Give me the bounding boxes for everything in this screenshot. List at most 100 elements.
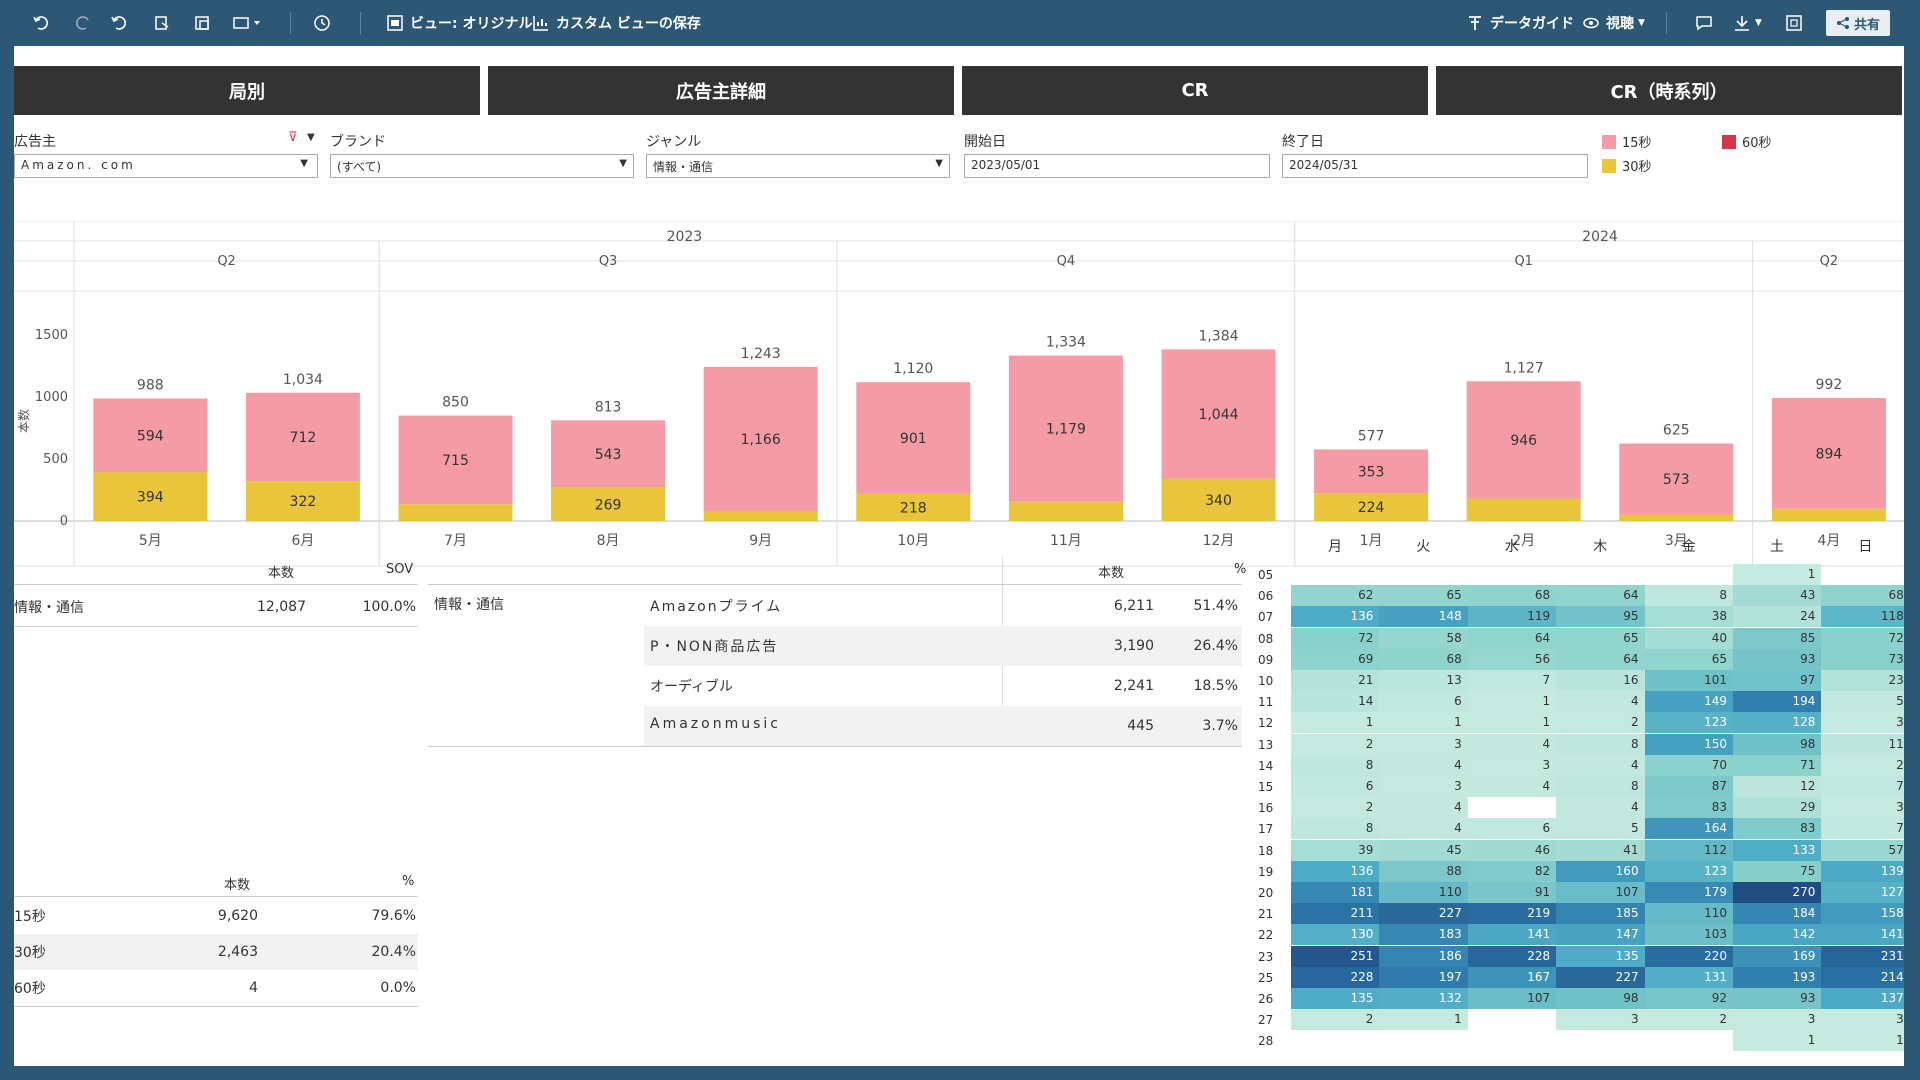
heatmap-cell[interactable]: 119 [1467,606,1557,628]
start-date-input[interactable]: 2023/05/01 [964,154,1270,178]
heatmap-cell[interactable]: 101 [1644,670,1733,691]
legend-item-60s[interactable]: 60秒 [1722,132,1772,151]
heatmap-cell[interactable]: 8 [1556,733,1645,755]
heatmap-cell[interactable]: 147 [1556,924,1645,946]
heatmap-cell[interactable]: 3 [1379,776,1468,797]
heatmap-cell[interactable]: 193 [1733,966,1822,988]
heatmap-cell[interactable]: 46 [1467,839,1557,861]
tab-by-station[interactable]: 局別 [14,66,480,115]
heatmap-cell[interactable]: 6 [1379,691,1468,713]
heatmap-cell[interactable]: 136 [1291,860,1380,882]
heatmap-cell[interactable]: 158 [1821,903,1904,925]
heatmap-cell[interactable]: 14 [1291,691,1380,713]
heatmap-cell[interactable]: 65 [1379,585,1468,607]
heatmap-cell[interactable]: 83 [1644,797,1733,819]
heatmap-cell[interactable]: 2 [1821,754,1904,776]
heatmap-cell[interactable]: 7 [1821,818,1904,840]
heatmap-cell[interactable]: 62 [1291,585,1380,607]
heatmap-cell[interactable]: 2 [1556,712,1645,734]
heatmap-cell[interactable]: 131 [1644,966,1733,988]
heatmap-cell[interactable]: 40 [1644,627,1733,649]
heatmap-cell[interactable]: 149 [1644,691,1733,713]
heatmap-cell[interactable]: 58 [1379,627,1468,649]
heatmap-cell[interactable]: 8 [1291,818,1380,840]
heatmap-cell[interactable]: 24 [1733,606,1822,628]
heatmap-cell[interactable]: 135 [1556,945,1645,967]
heatmap-cell[interactable]: 4 [1467,776,1557,797]
heatmap-cell[interactable]: 142 [1733,924,1822,946]
heatmap-cell[interactable]: 127 [1821,882,1904,903]
heatmap-cell[interactable]: 231 [1821,945,1904,967]
heatmap-cell[interactable]: 1 [1821,1030,1904,1052]
heatmap-cell[interactable]: 83 [1733,818,1822,840]
genre-dropdown[interactable]: 情報・通信 ▼ [646,154,950,178]
heatmap-cell[interactable]: 5 [1556,818,1645,840]
heatmap-cell[interactable]: 219 [1467,903,1557,925]
heatmap-cell[interactable]: 3 [1821,712,1904,734]
fullscreen-button[interactable] [1784,11,1804,35]
heatmap-cell[interactable]: 8 [1556,776,1645,797]
heatmap-cell[interactable]: 1 [1467,712,1557,734]
pause-button[interactable] [192,11,212,35]
comment-button[interactable] [1694,11,1714,35]
heatmap-cell[interactable]: 1 [1379,1009,1468,1031]
heatmap-cell[interactable]: 65 [1644,648,1733,670]
legend-item-15s[interactable]: 15秒 [1602,132,1652,151]
heatmap-cell[interactable]: 98 [1556,988,1645,1009]
heatmap-cell[interactable]: 160 [1556,860,1645,882]
heatmap-cell[interactable]: 93 [1733,988,1822,1009]
heatmap-cell[interactable]: 3 [1821,797,1904,819]
heatmap-cell[interactable]: 13 [1379,670,1468,691]
heatmap-cell[interactable]: 220 [1644,945,1733,967]
heatmap-cell[interactable]: 4 [1556,797,1645,819]
heatmap-cell[interactable]: 1 [1467,691,1557,713]
heatmap-cell[interactable]: 70 [1644,754,1733,776]
heatmap-cell[interactable]: 4 [1467,733,1557,755]
heatmap-cell[interactable]: 71 [1733,754,1822,776]
heatmap-cell[interactable]: 7 [1821,776,1904,797]
heatmap-cell[interactable]: 4 [1379,797,1468,819]
data-guide-button[interactable]: データガイド [1466,11,1574,35]
heatmap-cell[interactable]: 110 [1379,882,1468,903]
heatmap-cell[interactable]: 4 [1379,818,1468,840]
filter-menu-chevron-icon[interactable]: ▼ [307,132,315,143]
heatmap-cell[interactable]: 88 [1379,860,1468,882]
refresh-button[interactable] [152,11,172,35]
heatmap-cell[interactable]: 1 [1291,712,1380,734]
heatmap-cell[interactable]: 39 [1291,839,1380,861]
heatmap-cell[interactable]: 107 [1556,882,1645,903]
heatmap-cell[interactable]: 68 [1379,648,1468,670]
heatmap-cell[interactable]: 97 [1733,670,1822,691]
heatmap-cell[interactable]: 179 [1644,882,1733,903]
heatmap-cell[interactable]: 95 [1556,606,1645,628]
heatmap-cell[interactable]: 91 [1467,882,1557,903]
heatmap-cell[interactable]: 8 [1291,754,1380,776]
heatmap-cell[interactable]: 73 [1821,648,1904,670]
heatmap-cell[interactable]: 65 [1556,627,1645,649]
heatmap-cell[interactable]: 169 [1733,945,1822,967]
heatmap-cell[interactable]: 123 [1644,712,1733,734]
tab-cr[interactable]: CR [962,66,1428,115]
share-button[interactable]: 共有 [1825,10,1890,36]
heatmap-cell[interactable]: 150 [1644,733,1733,755]
heatmap-cell[interactable]: 57 [1821,839,1904,861]
heatmap-cell[interactable]: 110 [1644,903,1733,925]
heatmap-cell[interactable]: 82 [1467,860,1557,882]
heatmap-cell[interactable]: 7 [1467,670,1557,691]
heatmap-cell[interactable]: 107 [1467,988,1557,1009]
heatmap-cell[interactable]: 136 [1291,606,1380,628]
heatmap-cell[interactable]: 85 [1733,627,1822,649]
heatmap-cell[interactable]: 2 [1291,733,1380,755]
heatmap-cell[interactable]: 211 [1291,903,1380,925]
heatmap-cell[interactable]: 2 [1644,1009,1733,1031]
heatmap-cell[interactable]: 141 [1467,924,1557,946]
advertiser-dropdown[interactable]: Amazon. com ▼ [14,154,318,178]
heatmap-cell[interactable]: 103 [1644,924,1733,946]
heatmap-cell[interactable]: 87 [1644,776,1733,797]
heatmap-cell[interactable]: 68 [1467,585,1557,607]
heatmap-cell[interactable]: 38 [1644,606,1733,628]
heatmap-cell[interactable]: 69 [1291,648,1380,670]
heatmap-cell[interactable]: 181 [1291,882,1380,903]
heatmap-cell[interactable]: 1 [1379,712,1468,734]
device-preview-button[interactable] [232,11,262,35]
